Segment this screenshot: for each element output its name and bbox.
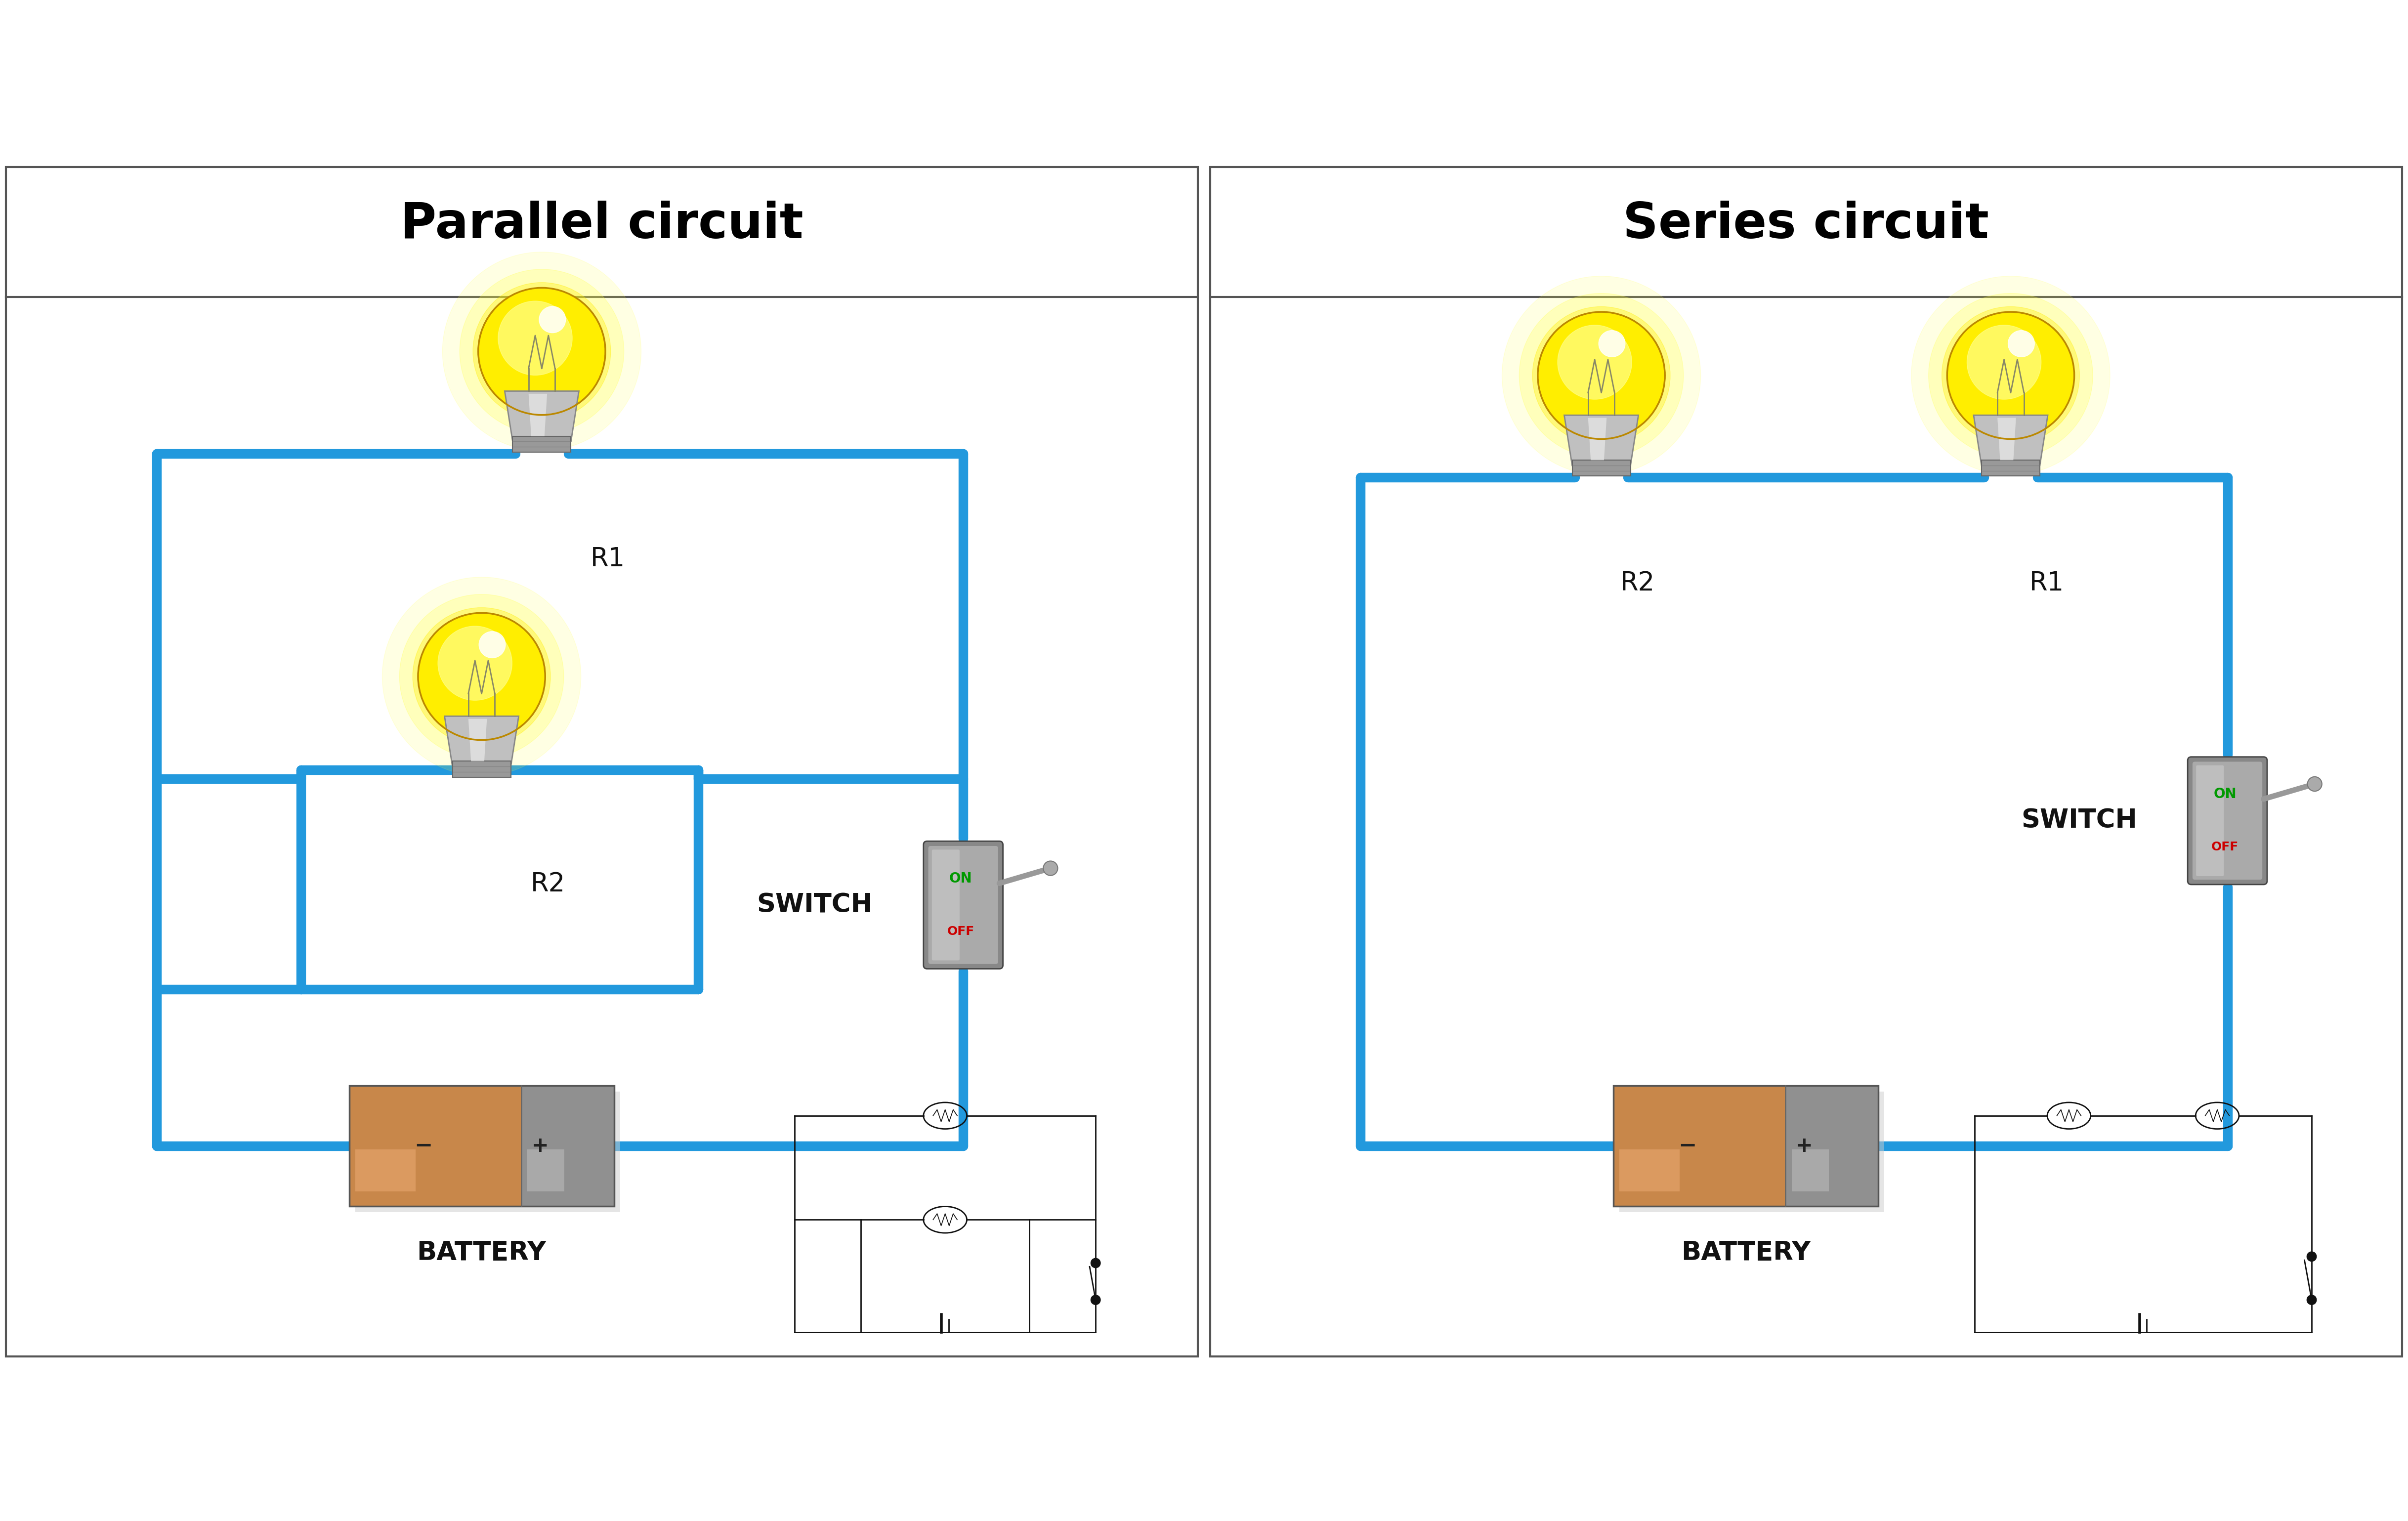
Text: ON: ON [2213, 788, 2237, 802]
Bar [1784, 1086, 1878, 1206]
Text: R1: R1 [2030, 570, 2064, 596]
Circle shape [1558, 325, 1633, 400]
Circle shape [1539, 312, 1664, 440]
Circle shape [1929, 294, 2093, 458]
Circle shape [2008, 330, 2035, 357]
Circle shape [419, 613, 544, 741]
Text: OFF: OFF [946, 926, 975, 937]
Text: OFF: OFF [2211, 841, 2239, 853]
Text: ON: ON [949, 872, 973, 885]
Polygon shape [445, 716, 518, 767]
Circle shape [1091, 1258, 1100, 1269]
Text: +: + [532, 1135, 549, 1156]
Circle shape [1941, 307, 2081, 444]
Circle shape [2307, 1252, 2316, 1261]
Text: Parallel circuit: Parallel circuit [400, 201, 804, 249]
Text: SWITCH: SWITCH [2020, 808, 2138, 834]
Text: −: − [1678, 1135, 1698, 1156]
FancyBboxPatch shape [932, 850, 958, 960]
Circle shape [400, 595, 563, 759]
Text: BATTERY: BATTERY [1681, 1240, 1811, 1265]
Circle shape [1531, 307, 1671, 444]
Bar [527, 1150, 563, 1191]
Circle shape [472, 283, 612, 420]
Polygon shape [1565, 415, 1637, 465]
Bar [1792, 1150, 1828, 1191]
Circle shape [383, 576, 580, 776]
Bar [1982, 461, 2040, 476]
Circle shape [438, 627, 513, 700]
Polygon shape [527, 394, 547, 437]
Bar [1618, 1092, 1883, 1212]
Polygon shape [1996, 418, 2015, 461]
Bar [453, 760, 510, 777]
Bar [349, 1086, 520, 1206]
Text: Series circuit: Series circuit [1623, 201, 1989, 249]
FancyBboxPatch shape [922, 841, 1004, 969]
Circle shape [460, 269, 624, 433]
Bar [354, 1092, 621, 1212]
Circle shape [1599, 330, 1625, 357]
Bar [520, 1086, 614, 1206]
FancyBboxPatch shape [2186, 757, 2268, 885]
Bar [354, 1150, 417, 1191]
Text: BATTERY: BATTERY [417, 1240, 547, 1265]
Text: R1: R1 [590, 546, 626, 572]
Circle shape [1912, 277, 2109, 475]
Bar [1613, 1086, 1878, 1206]
Text: −: − [414, 1135, 433, 1156]
Circle shape [1519, 294, 1683, 458]
Circle shape [1091, 1294, 1100, 1305]
Bar [1618, 1150, 1681, 1191]
Circle shape [2307, 1294, 2316, 1305]
Text: SWITCH: SWITCH [756, 893, 872, 917]
Polygon shape [506, 391, 578, 441]
FancyBboxPatch shape [2191, 762, 2261, 879]
Bar [513, 437, 571, 452]
Circle shape [2307, 777, 2321, 791]
Text: +: + [1796, 1135, 1813, 1156]
Bar [349, 1086, 614, 1206]
Polygon shape [1589, 418, 1606, 461]
Circle shape [479, 287, 604, 415]
Circle shape [1967, 325, 2042, 400]
Circle shape [1948, 312, 2073, 440]
Text: R2: R2 [1621, 570, 1654, 596]
Polygon shape [1975, 415, 2047, 465]
Circle shape [1503, 277, 1700, 475]
Circle shape [498, 301, 573, 376]
Text: R2: R2 [530, 872, 566, 897]
Polygon shape [467, 719, 486, 760]
FancyBboxPatch shape [2196, 765, 2225, 876]
Circle shape [539, 306, 566, 333]
Circle shape [443, 252, 641, 450]
Circle shape [479, 631, 506, 659]
Circle shape [1043, 861, 1057, 876]
Bar [1613, 1086, 1784, 1206]
Circle shape [412, 607, 551, 745]
FancyBboxPatch shape [929, 846, 999, 964]
Bar [1572, 461, 1630, 476]
